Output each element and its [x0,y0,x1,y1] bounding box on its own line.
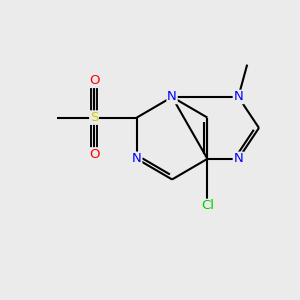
Text: N: N [132,152,142,165]
Text: O: O [89,148,99,161]
Text: N: N [233,152,243,165]
Text: S: S [90,111,98,124]
Text: N: N [233,91,243,103]
Text: N: N [167,91,177,103]
Text: Cl: Cl [201,200,214,212]
Text: O: O [89,74,99,87]
